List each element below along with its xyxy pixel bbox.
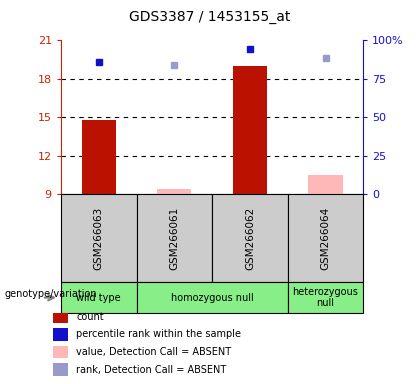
Bar (288, 194, 363, 282)
Text: GDS3387 / 1453155_at: GDS3387 / 1453155_at (129, 10, 291, 24)
Bar (53, 328, 68, 341)
Text: value, Detection Call = ABSENT: value, Detection Call = ABSENT (76, 347, 231, 357)
Bar (158, 189, 192, 194)
Bar (61, 194, 136, 282)
Bar (61, 282, 136, 313)
Bar (212, 194, 288, 282)
Bar (288, 282, 363, 313)
Bar (82, 120, 116, 194)
Text: GSM266063: GSM266063 (94, 207, 104, 270)
Text: wild type: wild type (76, 293, 121, 303)
Text: GSM266064: GSM266064 (320, 207, 331, 270)
Bar (136, 194, 212, 282)
Text: count: count (76, 311, 104, 321)
Text: homozygous null: homozygous null (171, 293, 254, 303)
Bar (53, 363, 68, 376)
Bar (53, 310, 68, 323)
Text: heterozygous
null: heterozygous null (293, 287, 358, 308)
Text: genotype/variation: genotype/variation (4, 289, 97, 299)
Text: percentile rank within the sample: percentile rank within the sample (76, 329, 241, 339)
Text: rank, Detection Call = ABSENT: rank, Detection Call = ABSENT (76, 365, 226, 375)
Bar (233, 66, 267, 194)
Text: GSM266062: GSM266062 (245, 207, 255, 270)
Bar (136, 282, 288, 313)
Text: GSM266061: GSM266061 (169, 207, 179, 270)
Bar (309, 175, 343, 194)
Bar (53, 346, 68, 358)
